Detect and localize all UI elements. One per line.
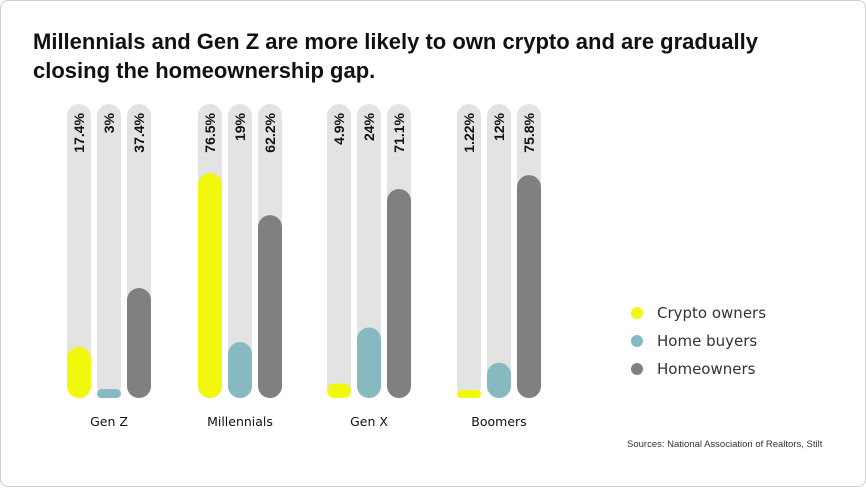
data-label-boomers-crypto-owners: 1.22% xyxy=(461,112,477,152)
track-gen-x-crypto-owners xyxy=(327,104,351,398)
legend-label-home-buyers: Home buyers xyxy=(657,332,758,350)
category-label-gen-x: Gen X xyxy=(350,414,388,429)
bar-gen-z-crypto-owners xyxy=(67,346,91,398)
category-label-millennials: Millennials xyxy=(207,414,273,429)
data-label-gen-x-homeowners: 71.1% xyxy=(391,112,407,152)
track-gen-z-home-buyers xyxy=(97,104,121,398)
data-label-boomers-home-buyers: 12% xyxy=(491,112,507,141)
track-boomers-crypto-owners xyxy=(457,104,481,398)
category-label-boomers: Boomers xyxy=(471,414,526,429)
data-label-millennials-homeowners: 62.2% xyxy=(262,112,278,152)
track-boomers-home-buyers xyxy=(487,104,511,398)
legend-swatch-homeowners xyxy=(631,363,643,375)
track-gen-z-crypto-owners xyxy=(67,104,91,398)
chart-title: Millennials and Gen Z are more likely to… xyxy=(33,29,758,83)
legend-swatch-home-buyers xyxy=(631,335,643,347)
data-label-gen-x-crypto-owners: 4.9% xyxy=(331,112,347,144)
bar-millennials-crypto-owners xyxy=(198,173,222,398)
bar-gen-z-homeowners xyxy=(127,288,151,398)
bar-boomers-homeowners xyxy=(517,175,541,398)
bar-gen-x-home-buyers xyxy=(357,327,381,398)
bar-millennials-homeowners xyxy=(258,215,282,398)
track-gen-x-home-buyers xyxy=(357,104,381,398)
data-label-gen-z-crypto-owners: 17.4% xyxy=(71,112,87,152)
legend-swatch-crypto-owners xyxy=(631,307,643,319)
legend-item-homeowners: Homeowners xyxy=(631,355,766,383)
bar-boomers-crypto-owners xyxy=(457,390,481,398)
legend-item-home-buyers: Home buyers xyxy=(631,327,766,355)
data-label-millennials-crypto-owners: 76.5% xyxy=(202,112,218,152)
bar-gen-z-home-buyers xyxy=(97,389,121,398)
source-note: Sources: National Association of Realtor… xyxy=(627,439,823,450)
data-label-millennials-home-buyers: 19% xyxy=(232,112,248,141)
data-label-gen-z-homeowners: 37.4% xyxy=(131,112,147,152)
legend-item-crypto-owners: Crypto owners xyxy=(631,299,766,327)
legend: Crypto owners Home buyers Homeowners xyxy=(631,299,766,383)
track-millennials-home-buyers xyxy=(228,104,252,398)
bar-gen-x-crypto-owners xyxy=(327,383,351,398)
bar-boomers-home-buyers xyxy=(487,362,511,398)
bar-millennials-home-buyers xyxy=(228,342,252,398)
bar-gen-x-homeowners xyxy=(387,188,411,398)
legend-label-homeowners: Homeowners xyxy=(657,360,756,378)
data-label-gen-x-home-buyers: 24% xyxy=(361,112,377,141)
data-label-gen-z-home-buyers: 3% xyxy=(101,112,117,133)
legend-label-crypto-owners: Crypto owners xyxy=(657,304,767,322)
category-label-gen-z: Gen Z xyxy=(90,414,128,429)
data-label-boomers-homeowners: 75.8% xyxy=(521,112,537,152)
